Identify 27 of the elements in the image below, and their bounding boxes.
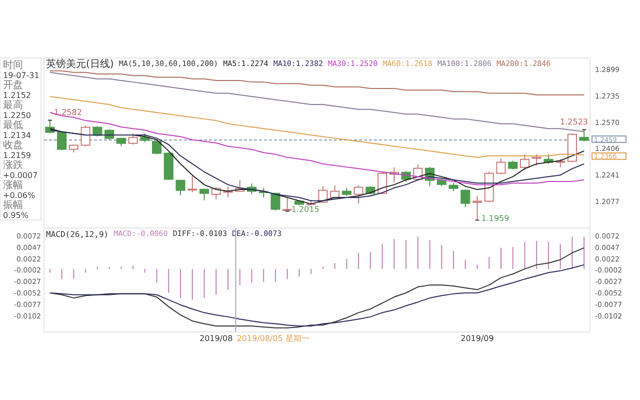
- text: 开盘: [3, 79, 23, 91]
- text: 最低: [3, 120, 23, 131]
- x-tick-label: 2019/08: [199, 334, 233, 343]
- text: 收盘: [3, 139, 23, 151]
- text: 0.95%: [3, 211, 29, 220]
- text: 振幅: [3, 199, 23, 211]
- text: 1.1959: [481, 214, 510, 224]
- chart-title: MACD(26,12,9): [46, 230, 109, 239]
- line-series: [49, 70, 585, 96]
- text: 1.2134: [3, 131, 31, 140]
- text: +0.0007: [3, 171, 38, 180]
- text: 1.2523: [560, 118, 588, 127]
- x-tick-label: 2019/09: [460, 334, 494, 343]
- text: 涨跌: [3, 159, 23, 171]
- text: 最高: [3, 99, 23, 111]
- text: 时间: [3, 59, 23, 71]
- text: 1.2159: [3, 151, 31, 160]
- chart-title: 英镑美元(日线): [46, 58, 114, 70]
- text: 19-07-31: [3, 71, 40, 80]
- text: 2019/08/05 星期一: [236, 334, 310, 343]
- text: 1.2582: [54, 108, 82, 118]
- text: 涨幅: [3, 179, 23, 191]
- text: 1.2015: [291, 205, 320, 214]
- text: +0.06%: [3, 191, 36, 200]
- line-series: [49, 264, 585, 327]
- text: 1.2250: [3, 111, 31, 120]
- text: 1.2152: [3, 91, 31, 100]
